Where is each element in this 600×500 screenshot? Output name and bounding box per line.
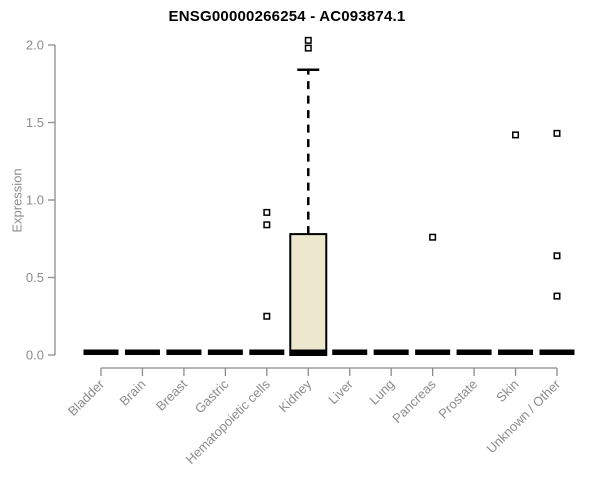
outlier-point xyxy=(263,312,271,320)
y-tick-label: 2.0 xyxy=(26,38,44,53)
outlier-point xyxy=(263,221,271,229)
x-category-label: Brain xyxy=(117,377,149,409)
median-bar xyxy=(332,349,368,355)
outlier-point xyxy=(304,36,312,44)
x-category-label: Liver xyxy=(325,376,356,407)
median-bar xyxy=(124,349,160,355)
outlier-point xyxy=(304,44,312,52)
outlier-point xyxy=(553,129,561,137)
x-category-label: Unknown / Other xyxy=(484,376,564,456)
x-category-label: Pancreas xyxy=(389,376,439,426)
x-category-label: Bladder xyxy=(65,376,108,419)
box xyxy=(289,233,328,357)
x-category-label: Skin xyxy=(493,377,521,405)
x-category-label: Breast xyxy=(153,376,190,413)
median-bar xyxy=(456,349,492,355)
median-bar xyxy=(83,349,119,355)
outlier-point xyxy=(553,292,561,300)
median-bar xyxy=(415,349,451,355)
x-category-label: Lung xyxy=(366,377,397,408)
outlier-point xyxy=(512,131,520,139)
y-tick-label: 0.0 xyxy=(26,348,44,363)
median-bar xyxy=(207,349,243,355)
median-bar xyxy=(290,349,326,355)
outlier-point xyxy=(429,233,437,241)
outlier-point xyxy=(263,208,271,216)
y-tick-label: 1.5 xyxy=(26,115,44,130)
y-axis-title: Expression xyxy=(9,168,25,233)
median-bar xyxy=(373,349,409,355)
y-tick-label: 0.5 xyxy=(26,270,44,285)
median-bar xyxy=(166,349,202,355)
x-category-label: Kidney xyxy=(276,376,315,415)
median-bar xyxy=(249,349,285,355)
chart-title: ENSG00000266254 - AC093874.1 xyxy=(168,8,406,25)
y-tick-label: 1.0 xyxy=(26,193,44,208)
x-category-label: Gastric xyxy=(192,376,232,416)
outlier-point xyxy=(553,252,561,260)
median-bar xyxy=(539,349,575,355)
median-bar xyxy=(498,349,534,355)
x-category-label: Prostate xyxy=(435,377,480,422)
